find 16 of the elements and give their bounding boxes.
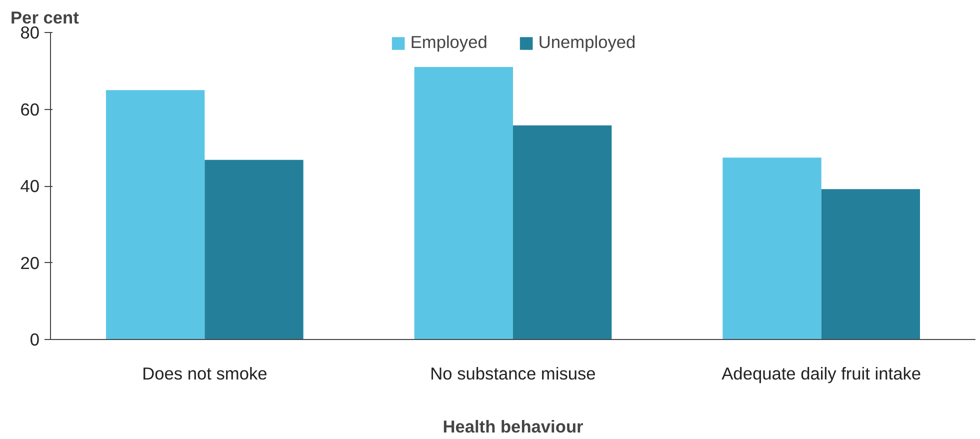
y-tick-label: 20 (20, 252, 40, 273)
y-tick-label: 0 (30, 330, 40, 350)
x-axis-title: Health behaviour (442, 416, 584, 436)
x-tick-label: Adequate daily fruit intake (722, 364, 922, 384)
bar (722, 158, 822, 340)
bar (513, 125, 612, 340)
x-tick-label: No substance misuse (430, 364, 596, 384)
legend-label: Unemployed (538, 32, 636, 53)
bar (414, 67, 513, 340)
y-tick-label: 60 (20, 99, 40, 120)
bar (821, 189, 920, 340)
bar (106, 90, 205, 340)
x-tick-label: Does not smoke (142, 364, 268, 384)
y-tick-label: 40 (20, 176, 40, 196)
legend-label: Employed (410, 32, 488, 53)
bar (204, 160, 304, 340)
